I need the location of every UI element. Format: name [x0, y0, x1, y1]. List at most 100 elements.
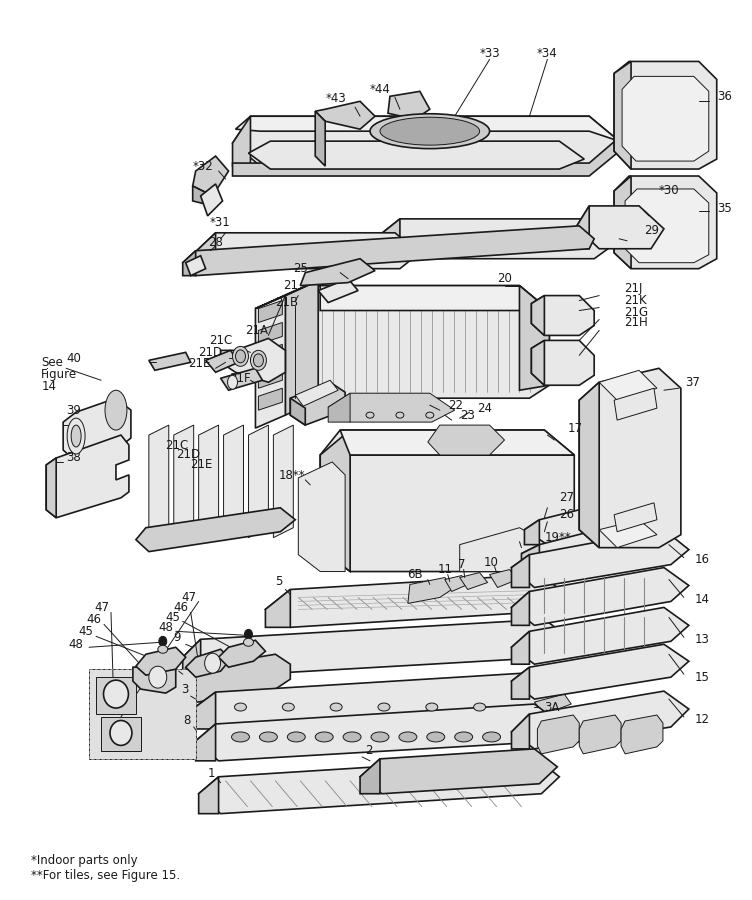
Text: 27: 27: [559, 491, 575, 504]
Ellipse shape: [378, 703, 390, 711]
Text: See: See: [41, 356, 63, 369]
Text: 21: 21: [284, 279, 299, 292]
Text: 8: 8: [183, 715, 191, 727]
Text: 21C: 21C: [165, 438, 189, 452]
Ellipse shape: [235, 350, 245, 363]
Polygon shape: [521, 544, 539, 568]
Text: *30: *30: [659, 184, 680, 197]
Text: *44: *44: [369, 83, 390, 95]
Polygon shape: [532, 295, 594, 336]
Text: 14: 14: [695, 593, 710, 606]
Polygon shape: [511, 631, 529, 664]
Polygon shape: [511, 568, 689, 625]
Polygon shape: [614, 176, 717, 269]
Ellipse shape: [259, 732, 277, 742]
Polygon shape: [320, 430, 350, 572]
Polygon shape: [46, 435, 129, 518]
Text: 29: 29: [644, 224, 659, 238]
Polygon shape: [511, 644, 689, 699]
Ellipse shape: [244, 629, 253, 639]
Polygon shape: [285, 281, 318, 415]
Polygon shape: [274, 425, 293, 537]
Polygon shape: [183, 226, 594, 275]
Ellipse shape: [330, 703, 342, 711]
Text: 39: 39: [66, 403, 81, 417]
Polygon shape: [532, 340, 594, 385]
Polygon shape: [136, 508, 296, 552]
Bar: [89, 670, 196, 759]
Polygon shape: [340, 430, 575, 455]
Polygon shape: [173, 654, 290, 704]
Polygon shape: [532, 340, 544, 385]
Ellipse shape: [149, 666, 167, 688]
Text: *Indoor parts only: *Indoor parts only: [32, 854, 138, 867]
Polygon shape: [173, 670, 186, 704]
Polygon shape: [315, 102, 375, 130]
Polygon shape: [579, 382, 599, 547]
Polygon shape: [193, 156, 229, 196]
Polygon shape: [186, 649, 231, 677]
Text: 12: 12: [695, 713, 710, 725]
Polygon shape: [197, 233, 420, 269]
Text: 16: 16: [695, 554, 710, 566]
Text: 37: 37: [685, 376, 699, 389]
Polygon shape: [133, 659, 176, 693]
Polygon shape: [511, 691, 689, 749]
Polygon shape: [183, 251, 196, 275]
Polygon shape: [259, 366, 282, 388]
Text: 47: 47: [94, 601, 109, 614]
Ellipse shape: [205, 653, 220, 673]
Text: 24: 24: [478, 401, 493, 415]
Text: 48: 48: [158, 621, 173, 634]
Polygon shape: [318, 279, 358, 302]
Polygon shape: [360, 749, 557, 794]
Text: 21E: 21E: [188, 356, 211, 370]
Ellipse shape: [253, 354, 263, 367]
Polygon shape: [490, 570, 517, 588]
Text: 14: 14: [41, 380, 56, 392]
Text: 46: 46: [86, 613, 101, 626]
Polygon shape: [328, 393, 455, 422]
Polygon shape: [388, 91, 430, 119]
Ellipse shape: [315, 732, 333, 742]
Polygon shape: [614, 61, 717, 169]
Text: 47: 47: [182, 591, 197, 604]
Ellipse shape: [426, 412, 434, 418]
Polygon shape: [444, 575, 468, 591]
Ellipse shape: [158, 645, 168, 653]
Ellipse shape: [282, 703, 294, 711]
Text: 45: 45: [78, 625, 93, 638]
Ellipse shape: [396, 412, 404, 418]
Text: 11: 11: [437, 563, 452, 576]
Polygon shape: [459, 572, 487, 590]
Polygon shape: [196, 704, 561, 760]
Ellipse shape: [427, 732, 444, 742]
Polygon shape: [256, 295, 285, 428]
Polygon shape: [89, 670, 196, 759]
Polygon shape: [290, 398, 305, 425]
Ellipse shape: [110, 721, 132, 745]
Polygon shape: [524, 519, 539, 544]
Polygon shape: [219, 640, 265, 667]
Text: *34: *34: [537, 47, 558, 60]
Text: 28: 28: [208, 237, 223, 249]
Polygon shape: [186, 256, 205, 275]
Ellipse shape: [232, 346, 248, 366]
Text: 17: 17: [567, 421, 582, 435]
Ellipse shape: [244, 638, 253, 646]
Text: 21B: 21B: [275, 296, 299, 309]
Polygon shape: [232, 116, 250, 166]
Text: 21D: 21D: [199, 346, 223, 359]
Text: 21C: 21C: [209, 334, 232, 346]
Polygon shape: [259, 301, 282, 322]
Text: 26: 26: [559, 508, 575, 521]
Ellipse shape: [455, 732, 473, 742]
Ellipse shape: [426, 703, 438, 711]
Polygon shape: [614, 61, 631, 169]
Polygon shape: [599, 519, 657, 547]
Polygon shape: [511, 667, 529, 699]
Polygon shape: [614, 388, 657, 420]
Polygon shape: [183, 639, 201, 677]
Ellipse shape: [370, 113, 490, 148]
Text: 2: 2: [365, 744, 372, 758]
